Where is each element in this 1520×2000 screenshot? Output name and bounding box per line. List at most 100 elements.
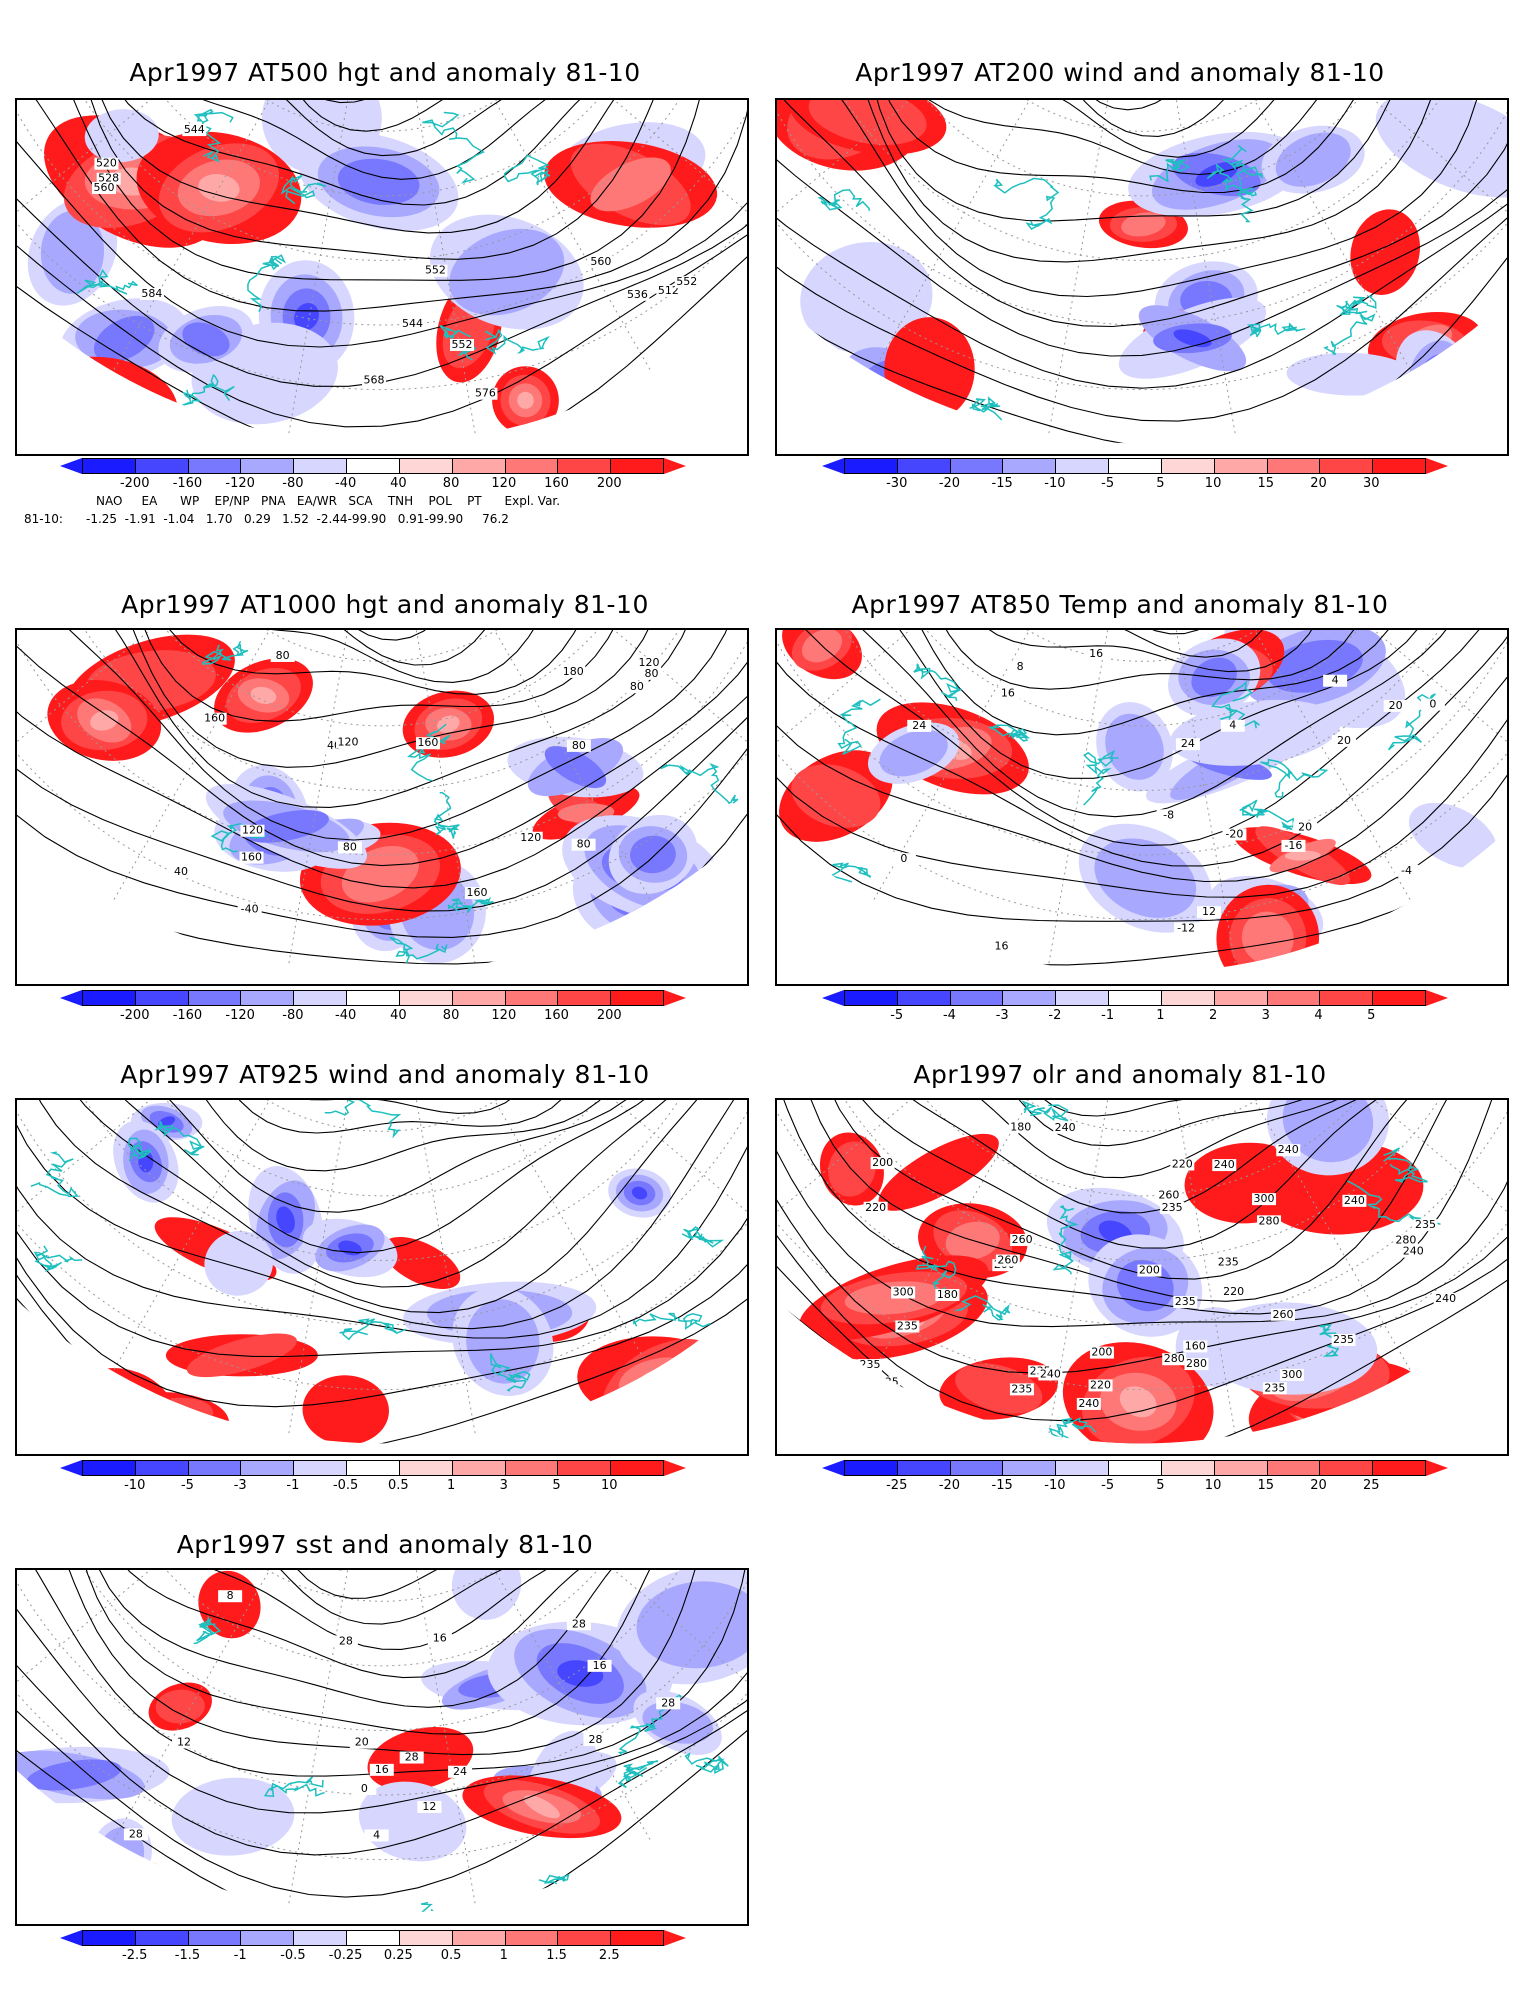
colorbar-cell	[135, 1931, 189, 1945]
coastline	[1021, 1100, 1069, 1122]
contour-label: 28	[129, 1827, 143, 1840]
colorbar-cell	[611, 991, 663, 1005]
contour-label-bg	[1008, 661, 1033, 674]
colorbar-tick-label: -120	[225, 476, 255, 491]
contour-label-bg	[1281, 839, 1306, 852]
colorbar-tick-label: -20	[938, 476, 961, 491]
colorbar-cell	[1373, 1461, 1425, 1475]
anomaly-shading	[1121, 212, 1166, 237]
colorbar-tick-label: 20	[1310, 476, 1327, 491]
contour-line	[17, 1570, 747, 1856]
contour-label: 8	[227, 1589, 234, 1602]
colorbar-cell	[897, 459, 951, 473]
contour-label: 180	[1010, 1120, 1031, 1133]
colorbar-tick-label: 4	[1314, 1008, 1323, 1023]
contour-label-bg	[448, 1765, 473, 1778]
contour-line	[913, 630, 1366, 673]
colorbar-cell	[399, 991, 453, 1005]
colorbar-tick-label: 120	[491, 1008, 517, 1023]
colorbar-tick-label: -5	[890, 1008, 904, 1023]
contour-line	[122, 1570, 622, 1625]
latitude-gridline	[90, 630, 674, 727]
colorbar-tick-label: 5	[1156, 1478, 1165, 1493]
panel-title: Apr1997 olr and anomaly 81-10	[913, 1060, 1327, 1089]
colorbar-tick-label: 1.5	[546, 1948, 567, 1963]
colorbar-cell	[294, 459, 348, 473]
contour-label: 12	[422, 1800, 436, 1813]
contour-label: 180	[937, 1288, 958, 1301]
contour-line	[181, 630, 595, 666]
contour-line	[86, 100, 718, 234]
contour-line	[17, 1100, 747, 1339]
polar-map: 160180160808012040-408080401601201201601…	[17, 630, 747, 974]
contour-label-bg	[1427, 1404, 1452, 1417]
anomaly-shading	[1275, 132, 1351, 187]
contour-line	[57, 1570, 731, 1735]
colorbar-tick-label: -5	[1101, 1478, 1115, 1493]
contour-line	[17, 630, 747, 889]
colorbar-tick-label: -1	[286, 1478, 300, 1493]
contour-label: 16	[375, 1763, 389, 1776]
anomaly-shading	[1375, 100, 1507, 198]
anomaly-shading	[53, 1368, 177, 1444]
colorbar-max-arrow	[664, 458, 686, 474]
contour-line	[73, 1100, 679, 1213]
anomaly-shading	[523, 1795, 560, 1819]
colorbar-cell	[558, 991, 612, 1005]
contour-label: 560	[94, 181, 115, 194]
contour-label-bg	[218, 1590, 243, 1603]
contour-line	[17, 1100, 747, 1358]
anomaly-shading	[437, 715, 460, 733]
coastline	[781, 1353, 821, 1376]
coastline	[988, 724, 1031, 742]
colorbar-cell	[83, 1931, 136, 1945]
coastline	[433, 791, 460, 839]
coastline	[1387, 693, 1436, 751]
contour-line	[106, 100, 667, 180]
contour-label: 235	[1162, 1201, 1183, 1214]
contour-label: 235	[860, 1358, 881, 1371]
contour-label-bg	[400, 318, 425, 331]
contour-label-bg	[349, 1736, 374, 1749]
colorbar-tick-label: -4	[942, 1008, 956, 1023]
contour-label-bg	[863, 1201, 888, 1214]
contour-line	[777, 630, 1507, 922]
contour-label: -8	[1163, 808, 1174, 821]
contour-label-bg	[624, 681, 649, 694]
anomaly-shading	[1173, 329, 1212, 348]
colorbar-cell	[294, 991, 348, 1005]
contour-line	[952, 630, 1343, 658]
contour-label: 4	[373, 1828, 380, 1841]
colorbar-tick-label: 200	[596, 476, 622, 491]
contour-line	[777, 100, 1507, 328]
colorbar-tick-label: 15	[1257, 1478, 1275, 1493]
contour-label: 80	[572, 739, 586, 752]
polar-map: 235 235 235 180 160 180 220 260 240 200 220 240 200 2…	[777, 1100, 1507, 1444]
contour-label: 4	[1229, 719, 1236, 732]
colorbar-cell	[83, 991, 136, 1005]
colorbar-cell	[1214, 459, 1268, 473]
colorbar-cell	[188, 991, 242, 1005]
contour-label-bg	[237, 903, 262, 916]
contour-line	[777, 1100, 1507, 1422]
contour-label-bg	[989, 940, 1014, 953]
contour-label-bg	[139, 287, 164, 300]
anomaly-shading	[382, 1237, 461, 1289]
contour-label: 180	[563, 665, 584, 678]
colorbar-tick-label: 10	[600, 1478, 618, 1493]
colorbar-cell	[241, 991, 295, 1005]
contour-line	[928, 1100, 1323, 1117]
colorbar-max-arrow	[1426, 990, 1448, 1006]
panel-title: Apr1997 AT200 wind and anomaly 81-10	[855, 58, 1385, 87]
contour-label-bg	[571, 838, 596, 851]
colorbar-cell	[135, 991, 189, 1005]
contour-label-bg	[518, 831, 543, 844]
coastline	[447, 896, 494, 914]
contour-label-bg	[587, 1659, 612, 1672]
latitude-gridline	[915, 630, 1369, 662]
latitude-gridline	[915, 100, 1369, 132]
coastline	[813, 862, 872, 885]
colorbar-tick-label: 30	[1362, 476, 1380, 491]
anomaly-shading	[171, 1777, 295, 1856]
coastline	[490, 1353, 531, 1392]
